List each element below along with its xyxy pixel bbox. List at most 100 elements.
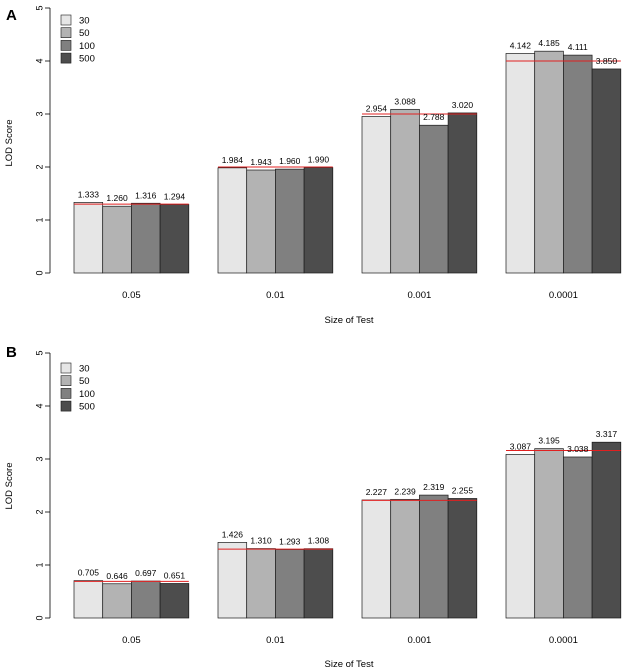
bar-value-label: 1.293 bbox=[279, 536, 301, 546]
legend-label: 30 bbox=[79, 364, 90, 375]
legend-label: 100 bbox=[79, 389, 95, 400]
x-category-label: 0.001 bbox=[408, 290, 432, 301]
bar-value-label: 1.984 bbox=[222, 155, 244, 165]
legend-label: 500 bbox=[79, 402, 95, 413]
legend-swatch bbox=[60, 27, 72, 39]
y-axis-title-b: LOD Score bbox=[4, 463, 15, 510]
y-tick-label-b: 5 bbox=[34, 350, 44, 355]
bars-a: 1.333 1.260 1.316 1.294 1.984 1.943 1.960 1.990… bbox=[73, 38, 622, 274]
bar bbox=[591, 68, 622, 274]
x-categories-b: 0.05 0.01 0.001 0.0001 bbox=[122, 635, 578, 646]
bar-value-label: 1.316 bbox=[135, 190, 157, 200]
bar bbox=[447, 112, 478, 274]
bar bbox=[505, 53, 536, 274]
legend-swatch bbox=[60, 388, 72, 399]
bar bbox=[217, 167, 248, 274]
bar-value-label: 3.087 bbox=[510, 441, 532, 451]
bar bbox=[303, 167, 334, 274]
x-category-label: 0.01 bbox=[266, 290, 285, 301]
bar-value-label: 4.185 bbox=[538, 38, 560, 48]
bar bbox=[275, 168, 305, 274]
x-axis-title-a: Size of Test bbox=[325, 315, 374, 326]
bar-value-label: 1.310 bbox=[250, 536, 272, 546]
bar bbox=[447, 498, 478, 619]
bar-value-label: 0.705 bbox=[78, 568, 100, 578]
bar-value-label: 1.260 bbox=[106, 193, 128, 203]
bar bbox=[131, 202, 161, 274]
y-tick-label-a: 0 bbox=[34, 270, 44, 275]
bar bbox=[303, 548, 334, 619]
y-axis-a: 0 1 2 3 4 5 bbox=[34, 5, 51, 276]
bar-value-label: 3.088 bbox=[394, 96, 416, 106]
x-category-label: 0.01 bbox=[266, 635, 285, 646]
x-category-label: 0.05 bbox=[122, 290, 141, 301]
x-category-label: 0.05 bbox=[122, 635, 141, 646]
y-tick-label-b: 1 bbox=[34, 562, 44, 567]
bar-value-label: 2.788 bbox=[423, 112, 445, 122]
bar bbox=[534, 448, 564, 619]
y-tick-label-a: 1 bbox=[34, 217, 44, 222]
legend-label: 500 bbox=[79, 54, 95, 65]
bar bbox=[361, 116, 392, 274]
bar bbox=[217, 542, 248, 619]
bar bbox=[534, 50, 564, 274]
bar bbox=[102, 583, 132, 619]
x-category-label: 0.001 bbox=[408, 635, 432, 646]
bar bbox=[505, 454, 536, 619]
bar bbox=[246, 548, 276, 619]
y-tick-label-a: 3 bbox=[34, 111, 44, 116]
bar-value-label: 1.990 bbox=[308, 155, 330, 165]
y-axis-title-a: LOD Score bbox=[4, 120, 15, 167]
bar-value-label: 4.111 bbox=[568, 42, 588, 52]
bar-value-label: 1.960 bbox=[279, 156, 301, 166]
bar bbox=[73, 202, 104, 274]
x-category-label: 0.0001 bbox=[549, 290, 578, 301]
bar-value-label: 2.227 bbox=[366, 487, 388, 497]
bar bbox=[246, 169, 276, 274]
bar-value-label: 1.333 bbox=[78, 189, 100, 199]
bar bbox=[131, 580, 161, 619]
x-category-label: 0.0001 bbox=[549, 635, 578, 646]
bar bbox=[419, 494, 449, 619]
legend-swatch bbox=[60, 362, 72, 374]
legend-swatch bbox=[60, 40, 72, 51]
y-tick-label-a: 5 bbox=[34, 5, 44, 10]
bar bbox=[159, 204, 190, 274]
bar-value-label: 0.651 bbox=[164, 570, 186, 580]
bar-value-label: 1.294 bbox=[164, 191, 186, 201]
legend-label: 50 bbox=[79, 376, 90, 387]
legend-label: 30 bbox=[79, 16, 90, 27]
y-tick-label-b: 3 bbox=[34, 456, 44, 461]
bar-value-label: 3.020 bbox=[452, 100, 474, 110]
bar bbox=[390, 108, 420, 274]
bar-value-label: 1.426 bbox=[222, 529, 244, 539]
bar-value-label: 2.255 bbox=[452, 485, 474, 495]
legend-label: 100 bbox=[79, 41, 95, 52]
bar-value-label: 2.239 bbox=[394, 486, 416, 496]
bar bbox=[591, 441, 622, 619]
bar-value-label: 4.142 bbox=[510, 40, 532, 50]
bar bbox=[563, 54, 593, 274]
legend-swatch bbox=[60, 400, 72, 412]
bar-value-label: 2.319 bbox=[423, 482, 445, 492]
bar-value-label: 0.697 bbox=[135, 568, 157, 578]
bar bbox=[275, 549, 305, 619]
bar-value-label: 3.850 bbox=[596, 56, 618, 66]
y-tick-label-b: 0 bbox=[34, 615, 44, 620]
bar-value-label: 2.954 bbox=[366, 103, 388, 113]
y-tick-label-b: 4 bbox=[34, 403, 44, 408]
bar bbox=[419, 124, 449, 274]
bar-value-label: 3.195 bbox=[538, 436, 560, 446]
bar-value-label: 1.943 bbox=[250, 157, 272, 167]
bar bbox=[102, 205, 132, 274]
panel-label-b: B bbox=[6, 344, 17, 361]
panel-label-a: A bbox=[6, 7, 17, 24]
x-categories-a: 0.05 0.01 0.001 0.0001 bbox=[122, 290, 578, 301]
legend-label: 50 bbox=[79, 28, 90, 39]
bar bbox=[390, 498, 420, 619]
bar bbox=[563, 456, 593, 619]
